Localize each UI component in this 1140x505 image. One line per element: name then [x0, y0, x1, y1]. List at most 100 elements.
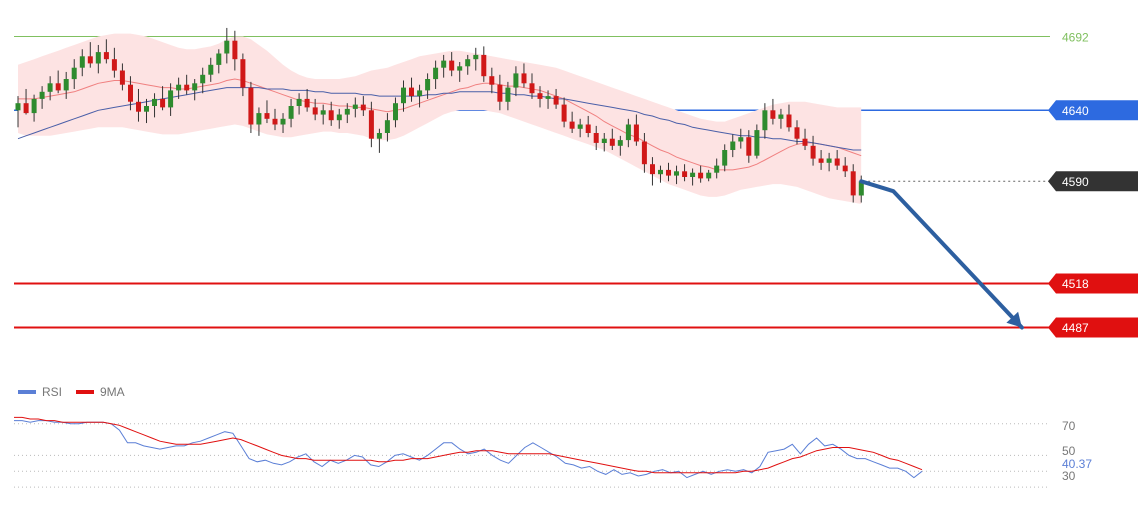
level-tag-4518: 4518 — [1048, 273, 1138, 294]
level-tag-shape-4590 — [1048, 171, 1138, 192]
candle-body — [216, 53, 222, 65]
candle-body — [344, 108, 350, 115]
candle-body — [304, 98, 310, 108]
candle — [609, 128, 615, 151]
candle — [786, 104, 792, 132]
candle-body — [786, 114, 792, 128]
candle-body — [152, 98, 157, 106]
candle — [650, 157, 655, 186]
candle-body — [545, 96, 551, 99]
candle-body — [593, 133, 599, 143]
candle-body — [368, 110, 374, 139]
candle-body — [585, 124, 591, 133]
level-label-4640: 4640 — [1062, 104, 1089, 118]
candle-body — [79, 56, 85, 68]
candle — [168, 83, 174, 116]
candle — [103, 39, 109, 64]
candle-body — [87, 56, 93, 64]
candle — [87, 42, 93, 68]
candle-body — [473, 54, 479, 60]
candle-body — [746, 137, 752, 156]
rsi-panel: RSI 9MA 70 50 30 40.37 — [14, 385, 1092, 488]
candle — [730, 134, 736, 158]
candle-body — [328, 110, 334, 121]
candle — [208, 57, 214, 82]
candle — [79, 49, 85, 77]
candle-body — [47, 83, 53, 92]
candle — [409, 77, 414, 102]
candle-body — [103, 52, 109, 60]
moving-average-slow — [17, 87, 862, 151]
candle-body — [834, 158, 840, 166]
candle-body — [55, 83, 61, 91]
candle — [561, 97, 567, 128]
candle — [802, 128, 808, 151]
moving-average-fast — [18, 78, 862, 171]
candle-body — [682, 171, 688, 177]
candle-body — [650, 164, 655, 175]
candle-body — [794, 127, 800, 139]
candle-body — [352, 104, 358, 109]
rsi-tick-30: 30 — [1062, 469, 1076, 483]
candle — [376, 128, 382, 153]
candle-body — [465, 59, 471, 67]
candle — [216, 49, 222, 74]
candle — [352, 97, 358, 118]
candle-body — [71, 67, 77, 80]
candle — [633, 114, 639, 146]
candle — [224, 27, 230, 64]
candle — [537, 86, 543, 108]
candle-body — [698, 172, 704, 179]
candle-body — [722, 150, 728, 166]
candle-body — [449, 60, 455, 71]
candle-body — [633, 124, 639, 142]
candle — [248, 81, 254, 133]
candle-body — [850, 171, 856, 196]
rsi-lines — [14, 416, 923, 479]
legend-swatch-9ma — [76, 390, 94, 394]
candle-body — [15, 103, 21, 111]
candle — [473, 47, 479, 71]
candle — [280, 113, 286, 133]
candle-body — [754, 130, 760, 156]
candle-body — [312, 107, 318, 115]
candle-body — [497, 84, 503, 102]
candle — [47, 76, 53, 101]
candle — [553, 88, 559, 109]
candle — [264, 100, 270, 124]
candle — [23, 88, 29, 115]
candle-body — [136, 101, 141, 112]
candle — [513, 66, 519, 97]
rsi-tick-50: 50 — [1062, 444, 1076, 458]
candle — [746, 130, 752, 163]
candle-body — [770, 110, 776, 119]
candle-body — [810, 145, 816, 159]
candle — [698, 165, 704, 183]
candle — [682, 164, 688, 182]
candle-body — [521, 73, 527, 84]
candle-body — [401, 87, 406, 104]
candle — [529, 73, 535, 99]
candle-body — [23, 103, 29, 114]
candle-body — [296, 98, 302, 106]
candle-body — [674, 171, 679, 176]
candle-body — [601, 138, 607, 143]
candle — [842, 157, 848, 177]
candle-body — [641, 141, 647, 165]
candle-body — [425, 79, 431, 91]
candle-body — [505, 87, 511, 102]
candle-body — [529, 83, 535, 94]
candle-body — [802, 138, 808, 146]
bollinger-band-area — [18, 33, 862, 204]
candle-body — [553, 96, 559, 105]
candle — [344, 103, 350, 124]
candle — [601, 132, 607, 152]
candle-body — [128, 84, 133, 102]
level-tag-shape-4518 — [1048, 273, 1138, 294]
candle — [585, 115, 591, 138]
candle-body — [184, 84, 190, 91]
candle — [497, 74, 503, 111]
candle — [826, 152, 832, 172]
candle — [144, 98, 149, 124]
